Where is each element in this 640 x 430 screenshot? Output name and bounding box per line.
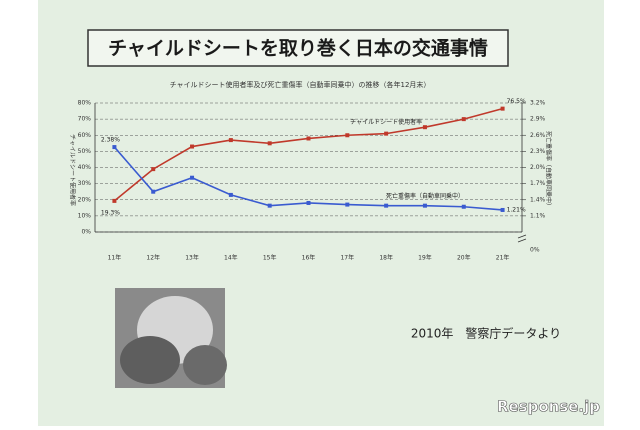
y-tick-label: 0%: [81, 229, 91, 236]
y2-origin-label: 0%: [530, 247, 540, 254]
data-label: 2.38%: [101, 137, 120, 144]
y-axis-label: チャイルドシート使用者率: [69, 134, 77, 206]
data-point: [112, 145, 117, 150]
chart-subtitle: チャイルドシート使用者率及び死亡重傷率（自動車同乗中）の推移（各年12月末）: [170, 80, 431, 89]
x-tick-label: 11年: [108, 254, 122, 262]
legend-label: チャイルドシート使用者率: [350, 118, 422, 126]
x-tick-label: 21年: [496, 254, 510, 262]
data-point: [151, 167, 156, 172]
y2-tick-label: 2.3%: [530, 148, 546, 155]
data-point: [345, 133, 350, 138]
x-tick-label: 17年: [340, 254, 354, 262]
y2-tick-label: 1.1%: [530, 212, 546, 219]
y-tick-label: 70%: [78, 116, 92, 123]
data-point: [306, 200, 311, 205]
x-tick-label: 16年: [302, 254, 316, 262]
y2-tick-label: 1.7%: [530, 180, 546, 187]
axis-break: [517, 234, 527, 243]
y2-tick-label: 2.0%: [530, 164, 546, 171]
data-point: [384, 131, 389, 136]
x-tick-label: 15年: [263, 254, 277, 262]
y-tick-label: 10%: [78, 212, 92, 219]
y-tick-label: 50%: [78, 148, 92, 155]
y2-tick-label: 2.6%: [530, 132, 546, 139]
y2-tick-label: 1.4%: [530, 196, 546, 203]
photo-seat: [120, 336, 180, 384]
data-point: [422, 125, 427, 130]
data-point: [267, 141, 272, 146]
data-point: [228, 192, 233, 197]
x-tick-label: 13年: [185, 254, 199, 262]
photo-seat: [183, 345, 227, 385]
y-tick-label: 80%: [78, 100, 92, 107]
data-point: [500, 106, 505, 111]
data-label: 1.21%: [507, 206, 526, 213]
data-point: [190, 175, 195, 180]
title-box: [87, 29, 509, 67]
data-point: [461, 204, 466, 209]
y-tick-label: 30%: [78, 180, 92, 187]
y2-tick-label: 3.2%: [530, 100, 546, 107]
data-point: [267, 203, 272, 208]
chart-title: チャイルドシートを取り巻く日本の交通事情: [108, 37, 488, 60]
y2-axis-label: 死亡重傷率（自動車同乗中）: [545, 131, 553, 209]
data-label: 19.3%: [101, 209, 120, 216]
photo: [115, 288, 227, 388]
watermark: Response.jp: [497, 398, 600, 416]
y-tick-label: 20%: [78, 196, 92, 203]
data-point: [461, 117, 466, 122]
plot-area: 0% 10% 20% 30% 40% 50% 60% 70% 80% 1.1% 1.4% 1.7% 2.…: [78, 98, 546, 261]
data-label: 76.5%: [507, 98, 526, 105]
x-tick-label: 18年: [379, 254, 393, 262]
data-point: [228, 138, 233, 143]
y-tick-label: 40%: [78, 164, 92, 171]
data-point: [306, 136, 311, 141]
x-tick-label: 12年: [146, 254, 160, 262]
data-point: [345, 202, 350, 207]
legend-label: 死亡重傷率（自動車同乗中）: [386, 192, 464, 200]
x-tick-label: 20年: [457, 254, 471, 262]
data-point: [190, 144, 195, 149]
data-point: [422, 203, 427, 208]
data-point: [384, 203, 389, 208]
source-note: 2010年 警察庁データより: [411, 326, 561, 341]
data-point: [151, 189, 156, 194]
data-point: [500, 207, 505, 212]
y2-tick-label: 2.9%: [530, 116, 546, 123]
y-tick-label: 60%: [78, 132, 92, 139]
x-tick-label: 14年: [224, 254, 238, 262]
data-point: [112, 198, 117, 203]
x-tick-label: 19年: [418, 254, 432, 262]
